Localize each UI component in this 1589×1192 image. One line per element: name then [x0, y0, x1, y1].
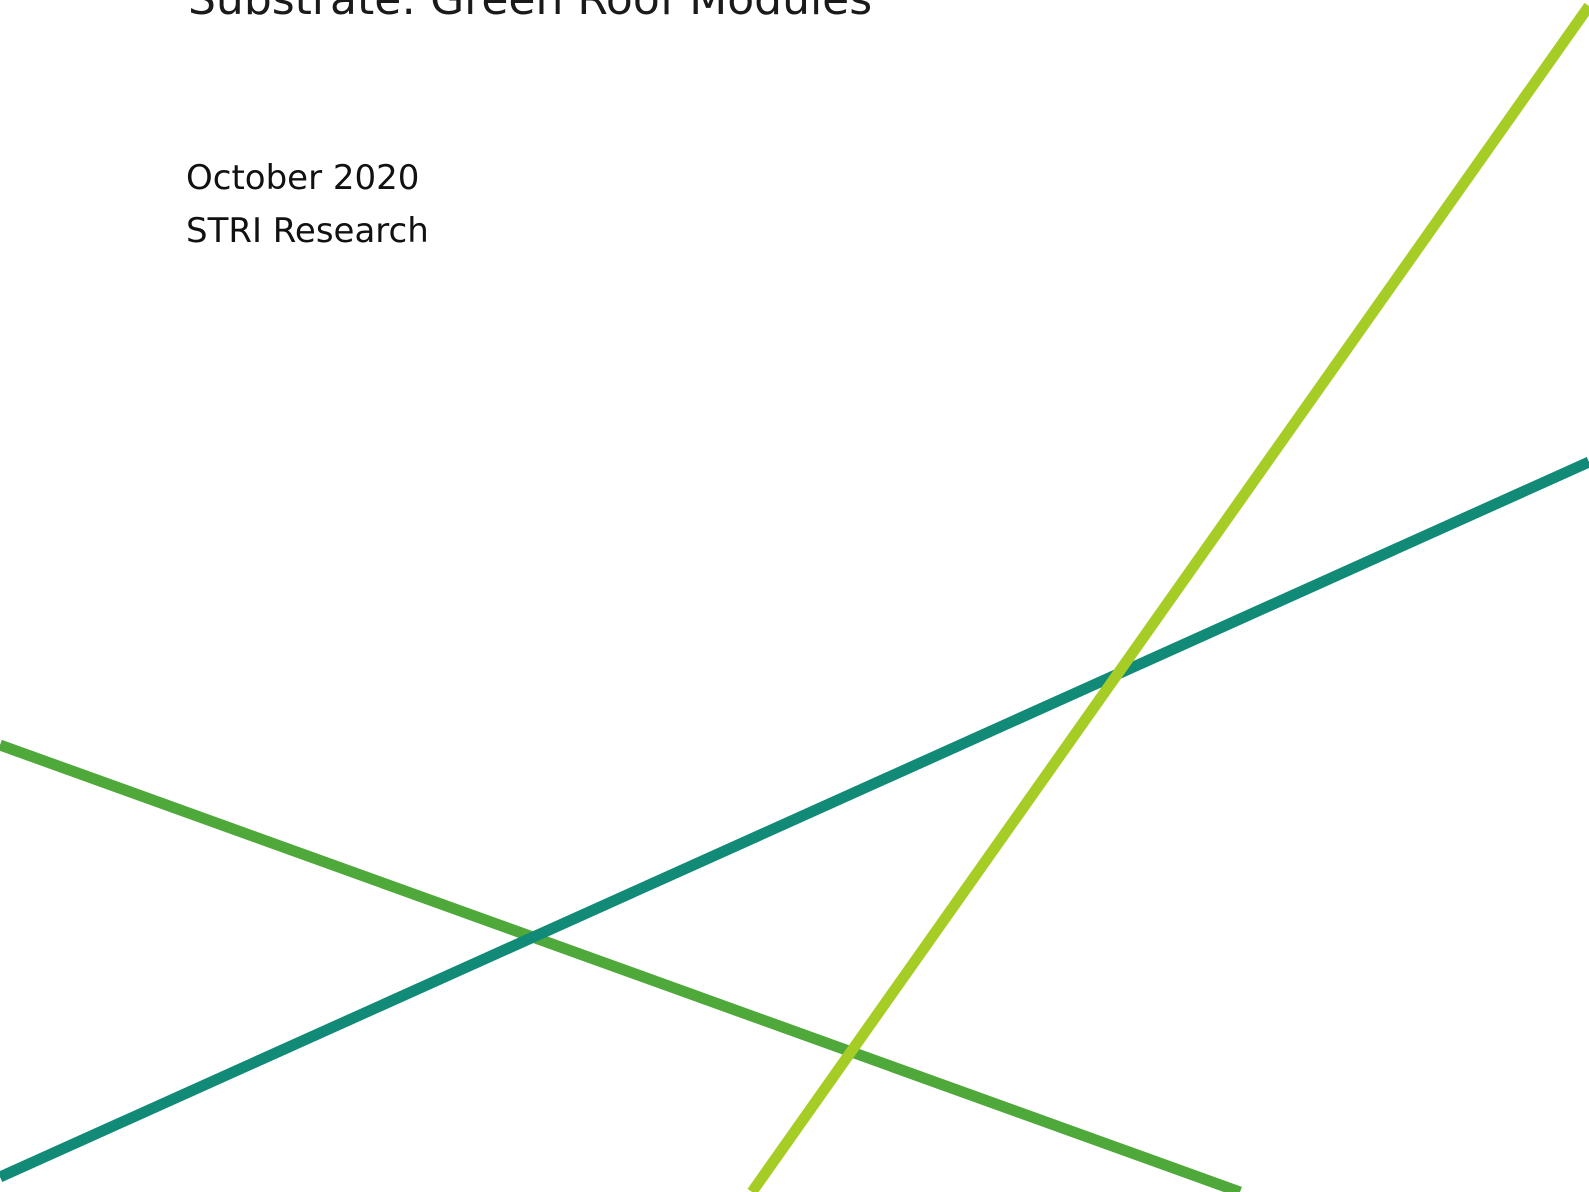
author-name: STRI Research	[186, 211, 429, 251]
green-diagonal-line	[0, 739, 1242, 1192]
page-title: Substrate: Green Roof Modules	[188, 0, 872, 27]
publication-date: October 2020	[186, 158, 420, 198]
cover-meta: October 2020 STRI Research	[186, 152, 429, 258]
teal-diagonal-line	[0, 456, 1589, 1183]
lime-diagonal-line	[747, 2, 1589, 1192]
